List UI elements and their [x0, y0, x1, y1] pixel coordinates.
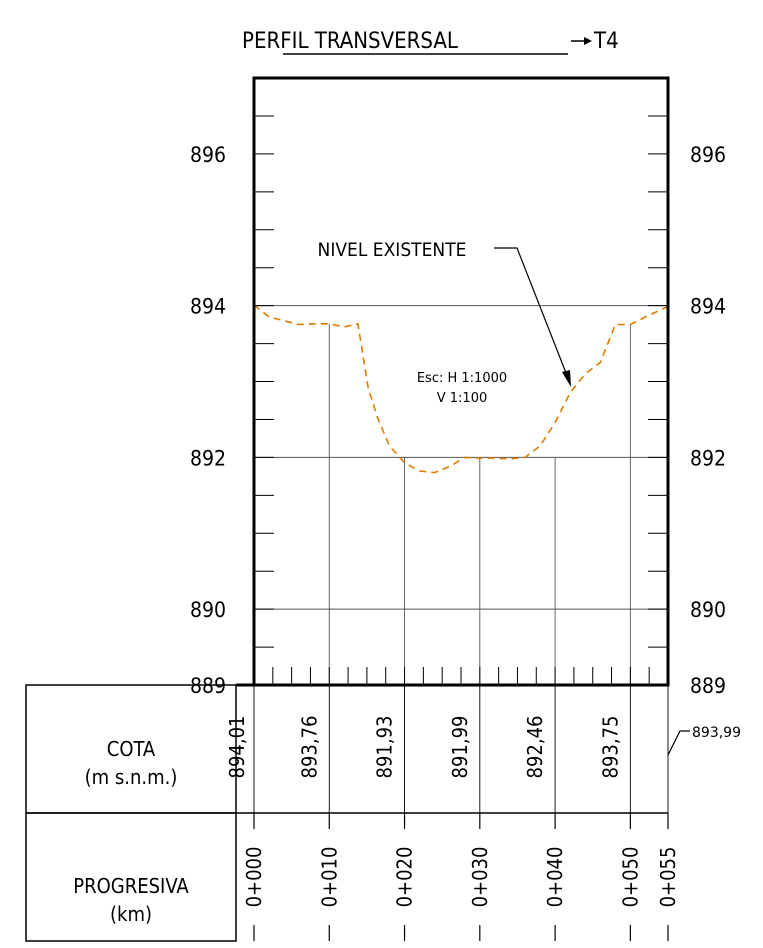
progresiva-unit-label: (km) [110, 902, 152, 926]
y-tick-label-right: 892 [690, 446, 726, 470]
table-values: 0+000 0+010 0+020 0+030 0+040 0+050 0+055 894,0… [225, 685, 680, 941]
y-axis: 889 889 890 890 892 892 894 894 896 896 [190, 115, 726, 698]
cota-value: 892,46 [523, 716, 547, 779]
y-tick-label-left: 889 [190, 674, 226, 698]
profile-series [253, 304, 669, 474]
progresiva-label-cell [25, 812, 237, 942]
progresiva-value: 0+030 [468, 847, 492, 908]
y-tick-label-left: 890 [190, 598, 226, 622]
y-tick-label-right: 896 [690, 143, 726, 167]
data-table: COTA (m s.n.m.) PROGRESIVA (km) 0+000 0+0… [25, 683, 741, 942]
cota-label: COTA [107, 737, 156, 761]
progresiva-value: 0+050 [618, 847, 642, 908]
title-text: PERFIL TRANSVERSAL [242, 29, 458, 54]
title-suffix: T4 [593, 29, 619, 54]
callout-leader [494, 247, 569, 379]
progresiva-value: 0+010 [317, 847, 341, 908]
y-tick-label-right: 890 [690, 598, 726, 622]
end-cota-value: 893,99 [692, 725, 741, 741]
scale-label-h: Esc: H 1:1000 [417, 371, 507, 386]
y-tick-label-right: 894 [690, 295, 726, 319]
cota-value: 893,75 [598, 716, 622, 779]
nivel-existente-callout: NIVEL EXISTENTE [318, 239, 571, 387]
y-tick-label-left: 894 [190, 295, 226, 319]
nivel-existente-label: NIVEL EXISTENTE [318, 239, 467, 261]
progresiva-value: 0+040 [543, 847, 567, 908]
profile-line [253, 304, 669, 474]
cota-value: 891,99 [448, 716, 472, 779]
progresiva-value: 0+000 [242, 847, 266, 908]
progresiva-label: PROGRESIVA [73, 874, 189, 898]
grid [254, 305, 668, 685]
title-block: PERFIL TRANSVERSAL T4 [242, 29, 619, 55]
scale-label-v: V 1:100 [437, 391, 488, 406]
cota-unit-label: (m s.n.m.) [85, 765, 178, 789]
y-tick-label-left: 896 [190, 143, 226, 167]
end-value-leader [667, 730, 690, 756]
title-arrow-head [584, 37, 592, 45]
cota-value: 893,76 [297, 716, 321, 779]
y-tick-label-left: 892 [190, 446, 226, 470]
cota-value: 894,01 [225, 716, 249, 779]
y-tick-label-right: 889 [690, 674, 726, 698]
progresiva-value: 0+020 [393, 847, 417, 908]
callout-arrow-head [562, 370, 571, 387]
cota-value: 891,93 [373, 716, 397, 779]
progresiva-value: 0+055 [656, 847, 680, 908]
